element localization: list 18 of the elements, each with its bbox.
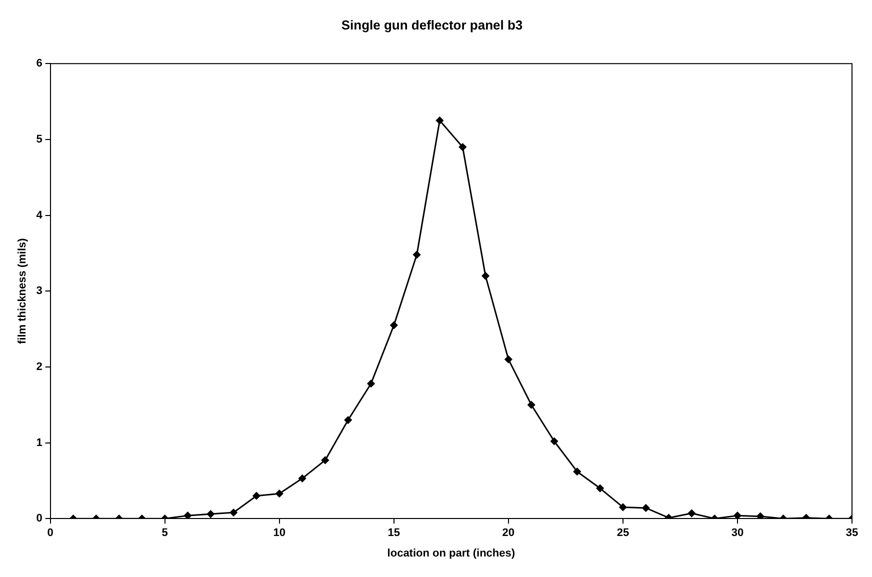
- y-tick-label: 2: [36, 360, 42, 373]
- y-tick-label: 1: [36, 436, 42, 449]
- y-tick-label: 0: [36, 512, 42, 525]
- x-tick-label: 35: [846, 527, 858, 540]
- chart-title: Single gun deflector panel b3: [341, 17, 523, 32]
- x-tick-label: 15: [388, 527, 400, 540]
- y-tick-label: 3: [36, 285, 42, 298]
- x-tick-label: 20: [502, 527, 515, 540]
- x-tick-label: 10: [273, 527, 286, 540]
- x-tick-label: 5: [162, 527, 168, 540]
- x-axis-title: location on part (inches): [387, 547, 516, 560]
- y-tick-label: 6: [36, 58, 42, 70]
- x-tick-label: 25: [616, 527, 630, 540]
- x-tick-label: 30: [731, 527, 744, 540]
- y-tick-label: 4: [36, 209, 44, 222]
- y-tick-label: 5: [36, 133, 42, 146]
- x-tick-label: 0: [47, 527, 54, 540]
- y-axis-title: film thickness (mils): [16, 238, 29, 344]
